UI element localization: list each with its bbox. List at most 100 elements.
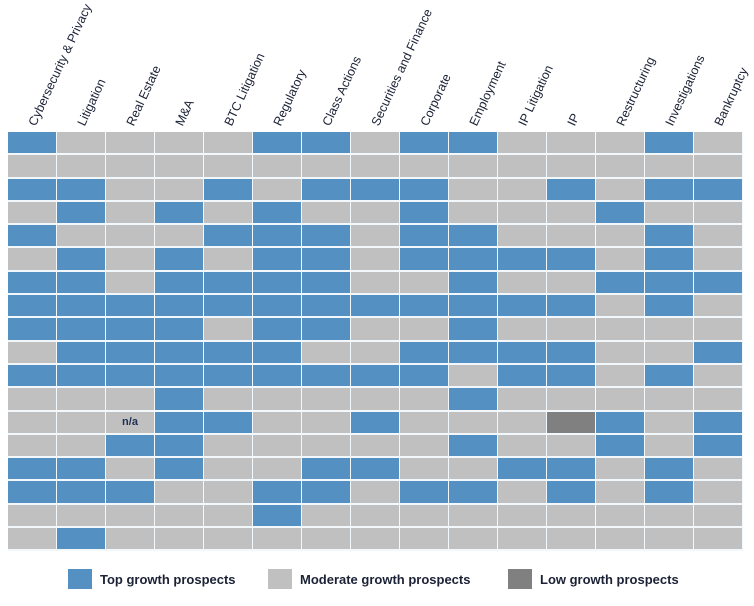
heatmap-cell — [57, 132, 106, 156]
heatmap-cell — [694, 528, 743, 552]
heatmap-cell — [645, 481, 694, 505]
heatmap-cell — [8, 295, 57, 319]
heatmap-cell — [106, 178, 155, 202]
heatmap-cell — [253, 528, 302, 552]
heatmap-cell — [8, 248, 57, 272]
heatmap-cell — [547, 225, 596, 249]
column-label: Bankruptcy — [711, 65, 751, 128]
heatmap-cell — [351, 434, 400, 459]
heatmap-cell — [204, 458, 253, 482]
heatmap-cell — [57, 225, 106, 249]
heatmap-cell — [351, 132, 400, 156]
heatmap-cell — [351, 364, 400, 389]
heatmap-cell — [351, 295, 400, 319]
heatmap-cell — [547, 201, 596, 226]
heatmap-cell — [204, 225, 253, 249]
legend: Top growth prospects Moderate growth pros… — [0, 569, 754, 593]
heatmap-cell — [8, 318, 57, 342]
heatmap-cell — [694, 341, 743, 365]
heatmap-cell — [596, 225, 645, 249]
heatmap-cell — [694, 155, 743, 179]
heatmap-cell — [645, 201, 694, 226]
heatmap-cell — [596, 434, 645, 459]
heatmap-cell — [253, 388, 302, 412]
heatmap-cell — [57, 434, 106, 459]
heatmap-cell — [547, 434, 596, 459]
heatmap-cell — [204, 155, 253, 179]
heatmap-cell — [547, 271, 596, 296]
heatmap-cell — [351, 201, 400, 226]
heatmap-cell — [694, 132, 743, 156]
heatmap-cell — [645, 341, 694, 365]
heatmap-cell — [106, 248, 155, 272]
heatmap-cell — [498, 225, 547, 249]
heatmap-cell — [106, 504, 155, 529]
heatmap-cell — [645, 271, 694, 296]
heatmap-cell — [449, 271, 498, 296]
heatmap-cell — [155, 411, 204, 435]
heatmap-cell — [645, 458, 694, 482]
heatmap-cell — [449, 178, 498, 202]
heatmap-cell — [400, 434, 449, 459]
heatmap-cell — [645, 295, 694, 319]
heatmap-cell — [8, 132, 57, 156]
heatmap-cell — [106, 341, 155, 365]
heatmap-cell — [155, 458, 204, 482]
heatmap-cell — [302, 271, 351, 296]
heatmap-cell — [8, 155, 57, 179]
heatmap-cell — [8, 364, 57, 389]
heatmap-cell — [547, 458, 596, 482]
heatmap-cell — [302, 481, 351, 505]
heatmap-cell — [645, 178, 694, 202]
heatmap-cell — [57, 201, 106, 226]
heatmap-cell — [155, 504, 204, 529]
heatmap-cell — [204, 434, 253, 459]
heatmap-cell — [106, 458, 155, 482]
heatmap-cell — [204, 318, 253, 342]
heatmap-cell — [645, 155, 694, 179]
heatmap-cell — [8, 504, 57, 529]
heatmap-cell — [204, 248, 253, 272]
heatmap-cell — [498, 481, 547, 505]
legend-item: Top growth prospects — [68, 569, 236, 589]
heatmap-cell — [253, 481, 302, 505]
heatmap-cell — [302, 155, 351, 179]
heatmap-cell — [547, 481, 596, 505]
legend-label: Low growth prospects — [540, 571, 679, 587]
heatmap-cell — [596, 364, 645, 389]
heatmap-cell — [351, 388, 400, 412]
heatmap-cell — [400, 504, 449, 529]
heatmap-cell — [8, 201, 57, 226]
heatmap-cell — [645, 504, 694, 529]
heatmap-cell — [694, 388, 743, 412]
heatmap-cell — [57, 364, 106, 389]
heatmap-cell — [596, 201, 645, 226]
heatmap-cell — [449, 132, 498, 156]
heatmap-cell — [351, 458, 400, 482]
heatmap-cell — [253, 201, 302, 226]
column-label: M&A — [172, 97, 197, 128]
heatmap-cell — [498, 178, 547, 202]
heatmap-cell — [351, 528, 400, 552]
heatmap-cell — [253, 341, 302, 365]
heatmap-cell — [57, 481, 106, 505]
heatmap-cell — [253, 132, 302, 156]
heatmap-cell — [253, 295, 302, 319]
heatmap-cell — [8, 481, 57, 505]
heatmap-cell — [449, 341, 498, 365]
heatmap-cell — [57, 341, 106, 365]
column-label: IP Litigation — [515, 63, 556, 128]
heatmap-cell — [498, 434, 547, 459]
heatmap-cell — [253, 248, 302, 272]
heatmap-cell — [596, 248, 645, 272]
heatmap-cell — [645, 411, 694, 435]
heatmap-cell — [253, 225, 302, 249]
heatmap-cell — [400, 178, 449, 202]
heatmap-cell — [449, 364, 498, 389]
heatmap-cell — [253, 178, 302, 202]
heatmap-cell — [694, 271, 743, 296]
legend-swatch — [268, 569, 292, 589]
heatmap-cell — [253, 411, 302, 435]
heatmap-cell — [204, 411, 253, 435]
heatmap-cell — [449, 201, 498, 226]
